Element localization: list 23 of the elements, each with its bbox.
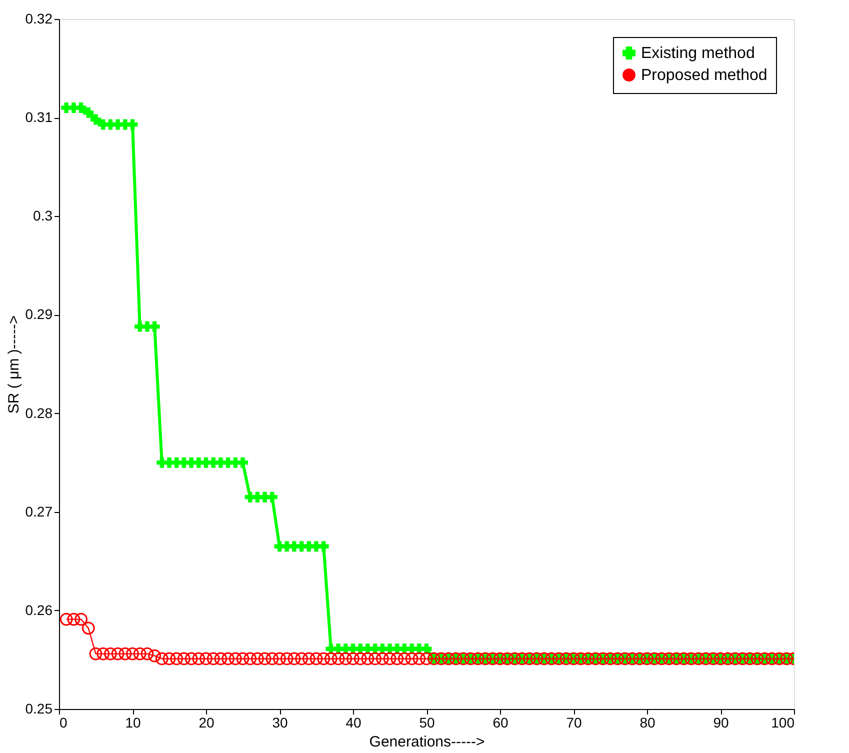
x-tick-label: 60 bbox=[492, 714, 508, 730]
x-tick-label: 40 bbox=[346, 714, 362, 730]
y-tick-label: 0.27 bbox=[25, 503, 53, 520]
y-tick-label: 0.28 bbox=[25, 404, 53, 421]
x-tick-label: 100 bbox=[771, 714, 795, 730]
y-tick-label: 0.25 bbox=[25, 700, 53, 716]
y-axis-title: SR ( μm )-----> bbox=[5, 315, 22, 414]
y-tick-label: 0.32 bbox=[25, 10, 53, 26]
legend-label: Proposed method bbox=[641, 67, 768, 84]
x-axis-title: Generations-----> bbox=[369, 734, 485, 750]
x-tick-label: 10 bbox=[125, 714, 141, 730]
x-tick-label: 20 bbox=[198, 714, 214, 730]
x-tick-label: 70 bbox=[566, 714, 582, 730]
x-tick-label: 50 bbox=[419, 714, 435, 730]
legend-label: Existing method bbox=[641, 45, 755, 62]
x-tick-label: 0 bbox=[60, 714, 68, 730]
x-tick-label: 90 bbox=[713, 714, 729, 730]
y-tick-label: 0.3 bbox=[33, 208, 53, 224]
y-tick-label: 0.29 bbox=[25, 306, 53, 322]
y-tick-label: 0.31 bbox=[25, 109, 53, 126]
y-tick-label: 0.26 bbox=[25, 602, 53, 618]
x-tick-label: 80 bbox=[640, 714, 656, 730]
x-tick-label: 30 bbox=[272, 714, 288, 730]
